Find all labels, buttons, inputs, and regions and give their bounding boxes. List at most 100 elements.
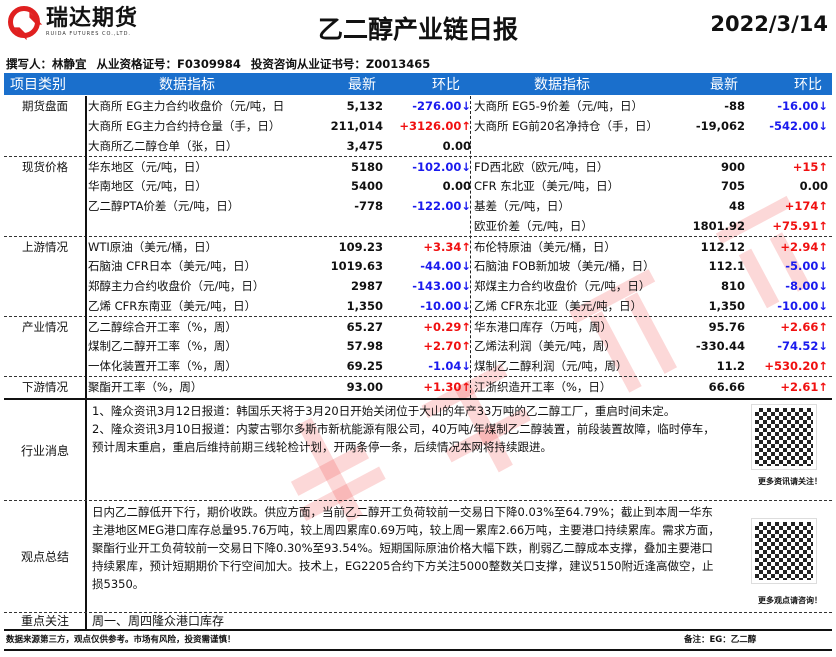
latest-left: 65.27 xyxy=(346,320,383,334)
view-line: 持续累库，预计短期期价下行空间加大。技术上，EG2205合约下方关注5000整数… xyxy=(92,559,714,573)
qr-caption: 更多资讯请关注！ xyxy=(758,477,822,486)
change-left: -143.00↓ xyxy=(412,279,471,293)
indicator-left: 大商所 EG主力合约收盘价（元/吨，日 xyxy=(88,99,285,113)
latest-right: 48 xyxy=(728,199,745,213)
indicator-left: 乙二醇综合开工率（%，周） xyxy=(88,320,237,334)
news-line: 2、隆众资讯3月10日报道：内蒙古鄂尔多斯市新杭能源有限公司，40万吨/年煤制乙… xyxy=(92,422,715,436)
change-right: +2.66↑ xyxy=(780,320,828,334)
latest-right: 810 xyxy=(720,279,745,293)
focus-text: 周一、周四隆众港口库存 xyxy=(92,614,225,628)
arrow-down-icon: ↓ xyxy=(461,199,471,213)
latest-left: 5,132 xyxy=(346,99,383,113)
arrow-down-icon: ↓ xyxy=(818,259,828,273)
change-left: -10.00↓ xyxy=(420,299,471,313)
col-category: 项目类别 xyxy=(10,77,66,93)
change-left: -102.00↓ xyxy=(412,160,471,174)
table-row: 产业情况 乙二醇综合开工率（%，周） 65.27 +0.29↑ 华东港口库存（万吨，周）… xyxy=(4,316,832,336)
arrow-down-icon: ↓ xyxy=(818,279,828,293)
focus-row: 重点关注 周一、周四隆众港口库存 xyxy=(4,612,832,629)
indicator-left: 郑醇主力合约收盘价（元/吨，日） xyxy=(88,279,265,293)
indicator-right: 郑煤主力合约收盘价（元/吨，日） xyxy=(474,279,651,293)
qr-code xyxy=(751,518,817,584)
arrow-up-icon: ↑ xyxy=(461,380,471,394)
latest-right: 11.2 xyxy=(716,359,745,373)
table-row: 郑醇主力合约收盘价（元/吨，日） 2987 -143.00↓ 郑煤主力合约收盘价（元/… xyxy=(4,276,832,296)
change-right: -16.00↓ xyxy=(777,99,828,113)
row-category: 上游情况 xyxy=(22,240,68,254)
table-row: 大商所 EG主力合约持仓量（手，日） 211,014 +3126.00↑ 大商所 EG… xyxy=(4,116,832,136)
indicator-left: 石脑油 CFR日本（美元/吨，日） xyxy=(88,259,257,273)
change-right: -8.00↓ xyxy=(785,279,828,293)
latest-right: 95.76 xyxy=(708,320,745,334)
arrow-up-icon: ↑ xyxy=(818,320,828,334)
latest-left: 211,014 xyxy=(330,119,383,133)
view-section: 观点总结 日内乙二醇低开下行，期价收跌。供应方面，当前乙二醇开工负荷较前一交易日… xyxy=(4,500,832,612)
news-line: 1、隆众资讯3月12日报道：韩国乐天将于3月20日开始关闭位于大山的年产33万吨… xyxy=(92,404,676,418)
change-left: 0.00 xyxy=(442,179,471,193)
change-left: +3126.00↑ xyxy=(399,119,471,133)
news-section: 行业消息 1、隆众资讯3月12日报道：韩国乐天将于3月20日开始关闭位于大山的年… xyxy=(4,398,832,500)
indicator-left: 华南地区（元/吨，日） xyxy=(88,179,207,193)
arrow-down-icon: ↓ xyxy=(818,339,828,353)
change-left: -1.04↓ xyxy=(428,359,471,373)
col-change-left: 环比 xyxy=(432,77,460,93)
arrow-up-icon: ↑ xyxy=(818,359,828,373)
col-indicator-right: 数据指标 xyxy=(534,77,590,93)
focus-label: 重点关注 xyxy=(20,614,69,628)
row-category: 产业情况 xyxy=(22,320,68,334)
latest-left: 2987 xyxy=(350,279,383,293)
col-latest-left: 最新 xyxy=(348,77,376,93)
table-row: 现货价格 华东地区（元/吨，日） 5180 -102.00↓ FD西北欧（欧元/吨，日）… xyxy=(4,156,832,176)
latest-right: 900 xyxy=(720,160,745,174)
table-row: 上游情况 WTI原油（美元/桶，日） 109.23 +3.34↑ 布伦特原油（美元/桶，… xyxy=(4,236,832,256)
latest-left: 3,475 xyxy=(346,139,383,153)
latest-left: 57.98 xyxy=(346,339,383,353)
table-row: 华南地区（元/吨，日） 5400 0.00 CFR 东北亚（美元/吨，日） 705 0.0… xyxy=(4,176,832,196)
latest-right: 1801.92 xyxy=(692,219,745,233)
indicator-right: 大商所 EG5-9价差（元/吨，日） xyxy=(474,99,643,113)
latest-right: -19,062 xyxy=(695,119,745,133)
change-right: +2.94↑ xyxy=(780,240,828,254)
latest-right: -88 xyxy=(724,99,745,113)
row-category: 现货价格 xyxy=(22,160,68,174)
arrow-down-icon: ↓ xyxy=(818,99,828,113)
indicator-left: 乙烯 CFR东南亚（美元/吨，日） xyxy=(88,299,257,313)
change-right: 0.00 xyxy=(799,179,828,193)
qr-code xyxy=(751,404,817,470)
arrow-up-icon: ↑ xyxy=(818,160,828,174)
change-right: +530.20↑ xyxy=(764,359,828,373)
indicator-left: 煤制乙二醇开工率（%，周） xyxy=(88,339,237,353)
logo-subtitle: RUIDA FUTURES CO.,LTD. xyxy=(46,31,132,37)
arrow-down-icon: ↓ xyxy=(461,259,471,273)
arrow-down-icon: ↓ xyxy=(818,119,828,133)
arrow-down-icon: ↓ xyxy=(461,99,471,113)
table-row: 煤制乙二醇开工率（%，周） 57.98 +2.70↑ 乙烯法利润（美元/吨，周） -33… xyxy=(4,336,832,356)
indicator-left: 大商所乙二醇仓单（张，日） xyxy=(88,139,238,153)
arrow-down-icon: ↓ xyxy=(461,359,471,373)
arrow-down-icon: ↓ xyxy=(818,299,828,313)
arrow-down-icon: ↓ xyxy=(461,160,471,174)
arrow-up-icon: ↑ xyxy=(461,339,471,353)
view-line: 主港地区MEG港口库存总量95.76万吨，较上周四累库0.69万吨，较上周一累库… xyxy=(92,523,720,537)
indicator-right: CFR 东北亚（美元/吨，日） xyxy=(474,179,620,193)
disclaimer: 数据来源第三方，观点仅供参考。市场有风险，投资需谨慎！ xyxy=(6,635,236,645)
data-table: 期货盘面 大商所 EG主力合约收盘价（元/吨，日 5,132 -276.00↓ 大商所 … xyxy=(4,96,832,396)
indicator-right: 乙烯 CFR东北亚（美元/吨，日） xyxy=(474,299,643,313)
change-left: -276.00↓ xyxy=(412,99,471,113)
table-row: 石脑油 CFR日本（美元/吨，日） 1019.63 -44.00↓ 石脑油 FOB新加… xyxy=(4,256,832,276)
table-row: 一体化装置开工率（%，周） 69.25 -1.04↓ 煤制乙二醇利润（元/吨，周） 11… xyxy=(4,356,832,376)
latest-left: 109.23 xyxy=(338,240,383,254)
col-indicator-left: 数据指标 xyxy=(159,77,215,93)
indicator-right: 江浙织造开工率（%，日） xyxy=(474,380,612,394)
change-left: -122.00↓ xyxy=(412,199,471,213)
divider xyxy=(85,96,87,629)
latest-right: 66.66 xyxy=(708,380,745,394)
indicator-right: FD西北欧（欧元/吨，日） xyxy=(474,160,609,174)
author: 撰写人：林静宜 xyxy=(6,57,87,71)
qr-caption: 更多观点请咨询！ xyxy=(758,596,822,605)
arrow-down-icon: ↓ xyxy=(461,279,471,293)
logo-name: 瑞达期货 xyxy=(46,6,139,31)
arrow-up-icon: ↑ xyxy=(461,119,471,133)
change-right: +2.61↑ xyxy=(780,380,828,394)
change-right: -10.00↓ xyxy=(777,299,828,313)
